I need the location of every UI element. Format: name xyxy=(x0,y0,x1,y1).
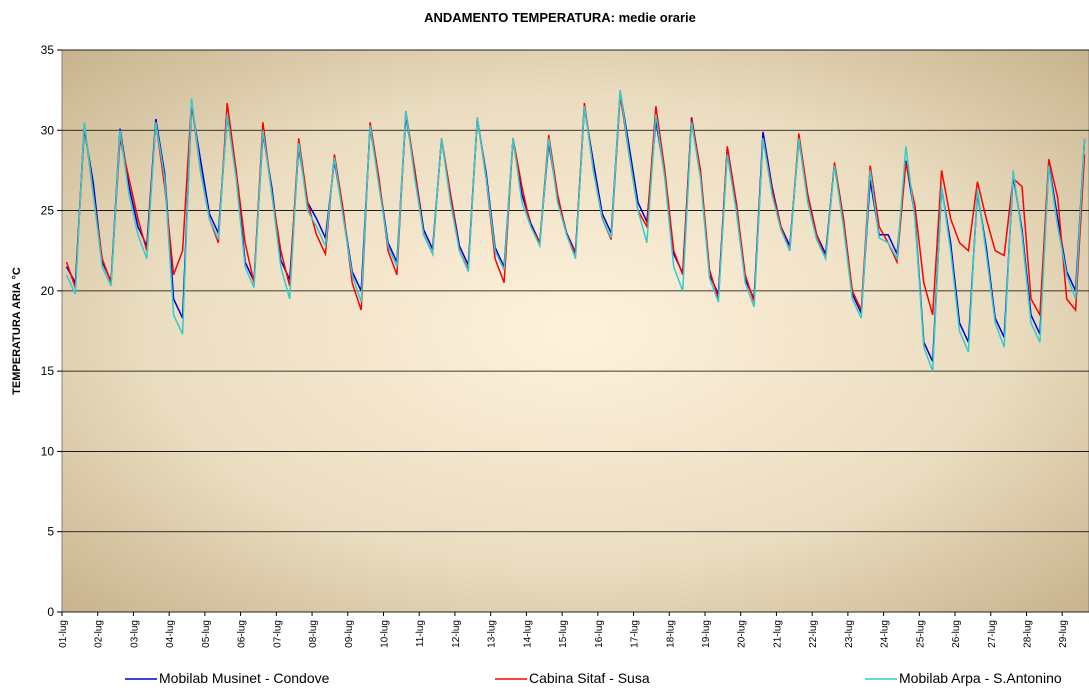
x-tick-label: 27-lug xyxy=(987,620,998,648)
x-tick-label: 16-lug xyxy=(594,620,605,648)
x-tick-label: 12-lug xyxy=(451,620,462,648)
x-tick-label: 06-lug xyxy=(237,620,248,648)
x-tick-label: 22-lug xyxy=(808,620,819,648)
x-tick-label: 01-lug xyxy=(58,620,69,648)
legend: Mobilab Musinet - Condove Cabina Sitaf - … xyxy=(125,670,1062,686)
chart-title: ANDAMENTO TEMPERATURA: medie orarie xyxy=(424,10,696,25)
x-tick-label: 29-lug xyxy=(1058,620,1069,648)
legend-label: Mobilab Arpa - S.Antonino xyxy=(899,670,1062,686)
y-tick-label: 35 xyxy=(41,43,55,57)
x-tick-label: 26-lug xyxy=(951,620,962,648)
x-tick-label: 04-lug xyxy=(165,620,176,648)
x-tick-label: 25-lug xyxy=(915,620,926,648)
y-tick-label: 0 xyxy=(47,605,54,619)
y-tick-label: 30 xyxy=(41,123,55,137)
x-tick-label: 08-lug xyxy=(308,620,319,648)
x-tick-label: 14-lug xyxy=(522,620,533,648)
x-tick-label: 15-lug xyxy=(558,620,569,648)
x-tick-label: 03-lug xyxy=(129,620,140,648)
x-tick-label: 07-lug xyxy=(272,620,283,648)
x-tick-label: 24-lug xyxy=(880,620,891,648)
x-tick-label: 19-lug xyxy=(701,620,712,648)
y-tick-label: 20 xyxy=(41,284,55,298)
y-tick-label: 15 xyxy=(41,364,55,378)
x-tick-label: 11-lug xyxy=(415,620,426,647)
x-tick-label: 10-lug xyxy=(379,620,390,648)
x-tick-label: 18-lug xyxy=(665,620,676,648)
y-tick-label: 5 xyxy=(47,525,54,539)
y-tick-label: 25 xyxy=(41,204,55,218)
legend-label: Mobilab Musinet - Condove xyxy=(159,670,330,686)
x-tick-label: 23-lug xyxy=(844,620,855,648)
x-tick-label: 20-lug xyxy=(737,620,748,648)
series-line xyxy=(65,89,1086,372)
x-tick-label: 28-lug xyxy=(1022,620,1033,648)
y-axis-label: TEMPERATURA ARIA °C xyxy=(11,267,23,395)
x-tick-label: 17-lug xyxy=(630,620,641,648)
x-tick-label: 13-lug xyxy=(487,620,498,648)
x-tick-label: 05-lug xyxy=(201,620,212,648)
legend-label: Cabina Sitaf - Susa xyxy=(529,670,650,686)
x-tick-label: 21-lug xyxy=(772,620,783,648)
x-tick-label: 09-lug xyxy=(344,620,355,648)
x-tick-label: 02-lug xyxy=(94,620,105,648)
y-tick-label: 10 xyxy=(41,444,55,458)
